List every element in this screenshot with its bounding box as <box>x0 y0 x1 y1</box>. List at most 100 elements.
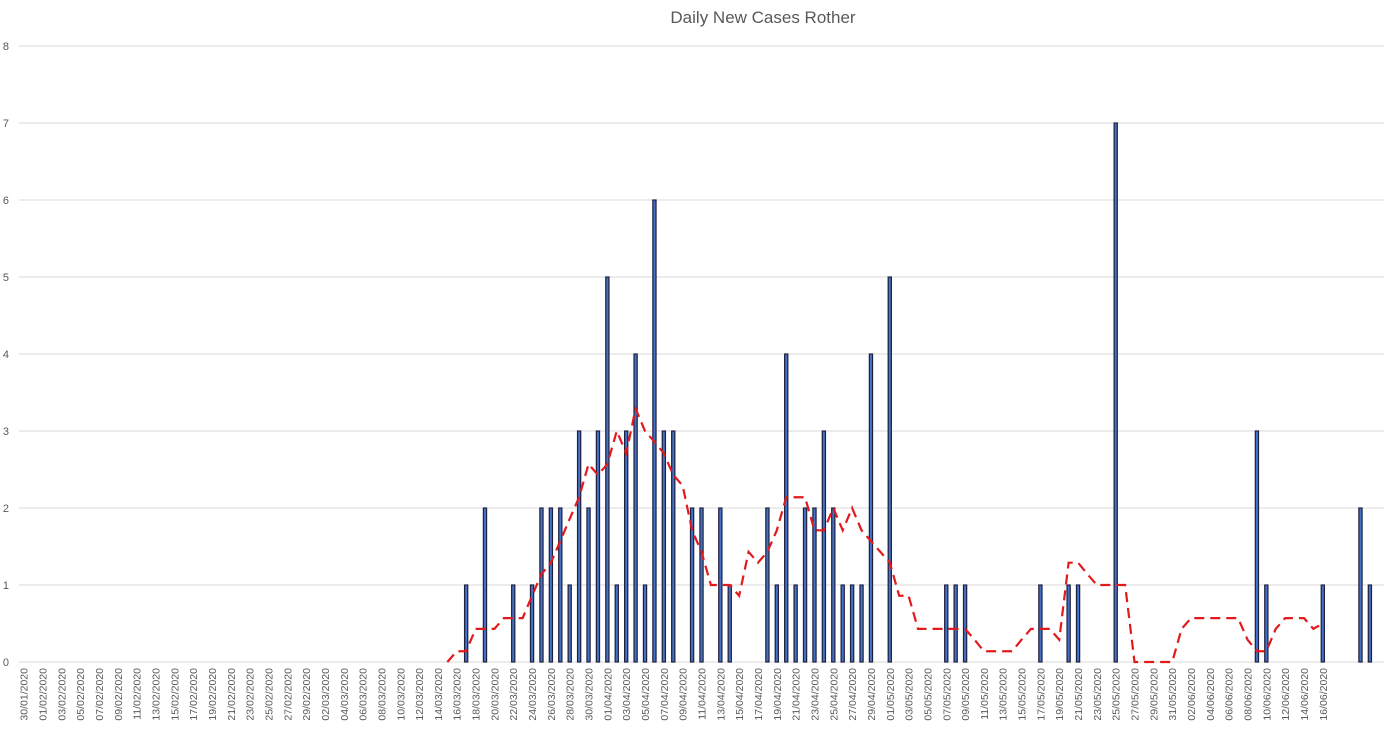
y-tick-label: 8 <box>3 41 9 53</box>
bar <box>567 584 572 663</box>
bar <box>482 507 488 663</box>
x-tick-label: 21/04/2020 <box>791 668 803 721</box>
x-tick-label: 03/05/2020 <box>904 668 916 721</box>
x-tick-label: 23/02/2020 <box>245 668 257 721</box>
x-tick-label: 14/06/2020 <box>1299 668 1311 721</box>
moving-average-line <box>446 405 1324 664</box>
x-tick-label: 06/06/2020 <box>1224 668 1236 721</box>
x-tick-label: 23/05/2020 <box>1092 668 1104 721</box>
x-tick-label: 11/05/2020 <box>979 668 991 720</box>
x-tick-label: 01/02/2020 <box>38 668 50 721</box>
y-tick-label: 1 <box>3 580 9 592</box>
bar <box>765 507 770 663</box>
x-tick-label: 07/02/2020 <box>94 668 106 721</box>
x-tick-label: 07/04/2020 <box>659 668 671 721</box>
x-tick-label: 27/02/2020 <box>282 668 294 721</box>
bar <box>548 507 554 663</box>
x-tick-label: 18/03/2020 <box>471 668 483 721</box>
x-tick-label: 13/02/2020 <box>151 668 163 721</box>
bar <box>1320 584 1326 663</box>
x-tick-label: 30/01/2020 <box>19 668 31 721</box>
y-axis: 0 1 2 3 4 5 6 7 8 <box>3 41 9 669</box>
x-tick-label: 15/04/2020 <box>734 668 746 721</box>
bar <box>623 430 629 663</box>
y-tick-label: 7 <box>3 118 9 130</box>
x-tick-label: 23/04/2020 <box>809 668 821 721</box>
x-tick-label: 17/02/2020 <box>188 668 200 721</box>
bar <box>652 199 657 663</box>
x-tick-label: 15/02/2020 <box>169 668 181 721</box>
y-tick-label: 2 <box>3 503 9 515</box>
x-tick-label: 13/05/2020 <box>998 668 1010 721</box>
x-tick-label: 21/02/2020 <box>226 668 238 721</box>
x-tick-label: 08/06/2020 <box>1243 668 1255 721</box>
x-tick-label: 31/05/2020 <box>1167 668 1179 721</box>
x-tick-label: 15/05/2020 <box>1017 668 1029 721</box>
x-tick-label: 11/02/2020 <box>132 668 144 720</box>
y-tick-label: 0 <box>3 657 9 669</box>
bar <box>953 584 958 663</box>
bar <box>1358 507 1363 663</box>
x-tick-label: 10/03/2020 <box>395 668 407 721</box>
bar <box>1075 584 1081 663</box>
x-tick-label: 09/04/2020 <box>678 668 690 721</box>
x-tick-label: 09/02/2020 <box>113 668 125 721</box>
bar <box>727 584 732 663</box>
x-tick-label: 11/04/2020 <box>697 668 709 720</box>
y-tick-label: 5 <box>3 272 9 284</box>
bar <box>718 507 723 663</box>
x-tick-label: 01/05/2020 <box>885 668 897 721</box>
x-tick-label: 03/02/2020 <box>56 668 68 721</box>
bar <box>887 276 892 663</box>
x-tick-label: 29/02/2020 <box>301 668 313 721</box>
x-tick-label: 13/04/2020 <box>715 668 727 721</box>
bar <box>586 507 591 663</box>
bar <box>840 584 845 663</box>
x-tick-label: 17/05/2020 <box>1035 668 1047 721</box>
x-tick-label: 14/03/2020 <box>433 668 445 721</box>
bar <box>774 584 780 663</box>
bar <box>859 584 864 663</box>
y-tick-label: 6 <box>3 195 9 207</box>
x-tick-label: 04/06/2020 <box>1205 668 1217 721</box>
x-tick-label: 25/05/2020 <box>1111 668 1123 721</box>
x-tick-label: 19/04/2020 <box>772 668 784 721</box>
bar <box>1066 584 1071 663</box>
bar <box>802 507 808 663</box>
x-tick-label: 09/05/2020 <box>960 668 972 721</box>
x-tick-label: 05/04/2020 <box>640 668 652 721</box>
bar <box>614 584 619 663</box>
x-tick-label: 19/05/2020 <box>1054 668 1066 721</box>
bar <box>793 584 798 663</box>
x-tick-label: 27/04/2020 <box>847 668 859 721</box>
x-tick-label: 30/03/2020 <box>584 668 596 721</box>
bar <box>699 507 704 663</box>
x-tick-label: 29/04/2020 <box>866 668 878 721</box>
x-tick-label: 16/03/2020 <box>452 668 464 721</box>
y-tick-label: 3 <box>3 426 9 438</box>
moving-average-path <box>446 405 1324 664</box>
x-tick-label: 05/02/2020 <box>75 668 87 721</box>
y-tick-label: 4 <box>3 349 9 361</box>
x-tick-label: 06/03/2020 <box>358 668 370 721</box>
bar <box>1113 122 1118 663</box>
bar <box>812 507 817 663</box>
x-tick-label: 10/06/2020 <box>1261 668 1273 721</box>
bar <box>1254 430 1260 663</box>
bar <box>831 507 836 663</box>
bar <box>1038 584 1043 663</box>
x-tick-label: 04/03/2020 <box>339 668 351 721</box>
x-tick-label: 25/02/2020 <box>263 668 275 721</box>
x-tick-label: 02/06/2020 <box>1186 668 1198 721</box>
bar <box>784 353 789 663</box>
x-tick-label: 27/05/2020 <box>1130 668 1142 721</box>
bar <box>539 507 544 663</box>
x-tick-label: 07/05/2020 <box>941 668 953 721</box>
x-tick-label: 16/06/2020 <box>1318 668 1330 721</box>
x-tick-label: 12/03/2020 <box>414 668 426 721</box>
bar <box>849 584 855 663</box>
x-tick-label: 21/05/2020 <box>1073 668 1085 721</box>
chart-title: Daily New Cases Rother <box>670 8 856 27</box>
bar <box>868 353 874 663</box>
bar <box>661 430 667 663</box>
